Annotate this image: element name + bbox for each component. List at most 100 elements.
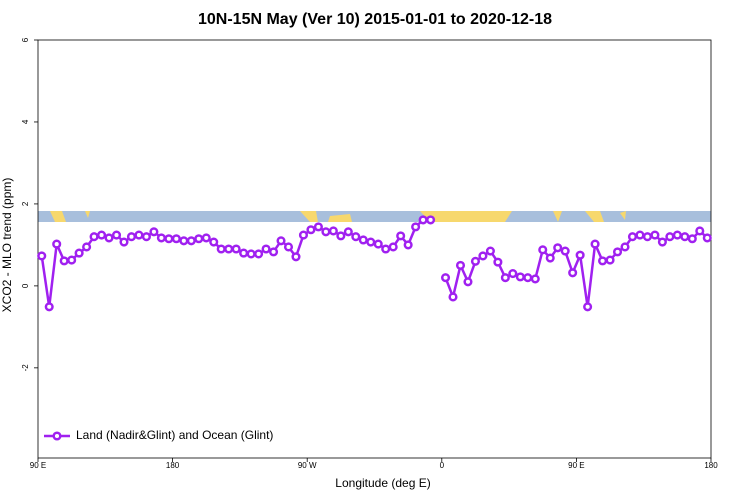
- data-point: [568, 268, 578, 278]
- data-point: [313, 222, 323, 232]
- data-point: [426, 215, 436, 225]
- data-point: [343, 227, 353, 237]
- data-point: [672, 230, 682, 240]
- data-point: [583, 302, 593, 312]
- data-point: [126, 232, 137, 242]
- data-point: [620, 242, 630, 252]
- data-point: [388, 242, 398, 252]
- data-point: [186, 236, 196, 246]
- ocean-band: [38, 211, 711, 222]
- data-point: [59, 256, 69, 266]
- data-point: [635, 230, 645, 240]
- data-point: [470, 256, 481, 266]
- data-point: [231, 244, 241, 254]
- data-point: [575, 250, 585, 260]
- data-point: [269, 247, 279, 257]
- x-tick-label: 180: [166, 461, 180, 470]
- data-point: [104, 233, 114, 243]
- map-strip: [38, 211, 711, 222]
- data-point: [119, 237, 129, 247]
- data-point: [149, 227, 159, 237]
- data-point: [52, 239, 62, 249]
- data-point: [306, 225, 316, 235]
- data-point: [67, 255, 77, 265]
- data-point: [336, 231, 346, 241]
- data-point: [418, 215, 428, 225]
- chart-title: 10N-15N May (Ver 10) 2015-01-01 to 2020-…: [198, 11, 552, 28]
- data-point: [493, 257, 503, 267]
- data-point: [455, 260, 466, 270]
- data-point: [545, 253, 555, 263]
- y-tick-label: -2: [21, 364, 30, 372]
- y-axis-label: XCO2 - MLO trend (ppm): [0, 178, 14, 313]
- data-point: [328, 226, 338, 236]
- data-point: [500, 273, 510, 283]
- data-point: [358, 235, 368, 245]
- data-point: [440, 273, 451, 283]
- data-point: [515, 272, 525, 282]
- data-point: [560, 246, 570, 256]
- data-point: [224, 244, 234, 254]
- legend-marker: [52, 431, 62, 441]
- data-point: [553, 243, 563, 253]
- data-point: [246, 249, 256, 259]
- data-point: [156, 233, 166, 243]
- data-point: [448, 292, 458, 302]
- data-point: [538, 245, 548, 255]
- data-point: [44, 302, 54, 312]
- data-point: [687, 234, 697, 244]
- data-point: [657, 237, 667, 247]
- data-point: [612, 247, 623, 257]
- data-point: [485, 246, 495, 256]
- data-point: [194, 234, 204, 244]
- data-point: [351, 232, 361, 242]
- data-point: [366, 237, 376, 247]
- data-point: [209, 237, 219, 247]
- data-point: [523, 273, 533, 283]
- y-tick-label: 6: [21, 37, 30, 42]
- data-point: [82, 242, 92, 252]
- data-point: [396, 231, 406, 241]
- data-point: [665, 232, 675, 242]
- data-point: [463, 277, 473, 287]
- data-point: [373, 239, 383, 249]
- data-point: [702, 233, 712, 243]
- data-point: [530, 274, 540, 284]
- data-point: [74, 248, 84, 258]
- data-point: [381, 244, 391, 254]
- data-point: [627, 232, 638, 242]
- data-point: [508, 269, 518, 279]
- data-point: [642, 232, 652, 242]
- x-axis-label: Longitude (deg E): [335, 476, 430, 490]
- data-point: [411, 222, 421, 232]
- data-point: [283, 242, 294, 252]
- data-point: [239, 248, 249, 258]
- data-point: [298, 230, 309, 240]
- data-point: [598, 256, 608, 266]
- data-point: [680, 232, 690, 242]
- data-point: [291, 252, 301, 262]
- x-tick-label: 90 E: [568, 461, 584, 470]
- y-tick-label: 4: [21, 119, 30, 124]
- data-point: [403, 240, 413, 250]
- data-point: [321, 227, 331, 237]
- data-point: [261, 244, 271, 254]
- y-tick-label: 0: [21, 283, 30, 288]
- data-point: [254, 249, 264, 259]
- x-tick-label: 90 E: [30, 461, 46, 470]
- data-point: [478, 251, 488, 261]
- data-point: [179, 236, 189, 246]
- data-point: [650, 230, 660, 240]
- data-point: [216, 244, 226, 254]
- x-tick-label: 0: [440, 461, 445, 470]
- x-tick-label: 180: [704, 461, 718, 470]
- data-point: [111, 230, 122, 240]
- data-point: [141, 232, 151, 242]
- y-tick-label: 2: [21, 201, 30, 206]
- data-point: [37, 251, 47, 261]
- data-point: [89, 232, 99, 242]
- data-point: [590, 239, 600, 249]
- plot-frame: [37, 39, 712, 459]
- land-patch: [50, 211, 626, 222]
- data-point: [171, 234, 181, 244]
